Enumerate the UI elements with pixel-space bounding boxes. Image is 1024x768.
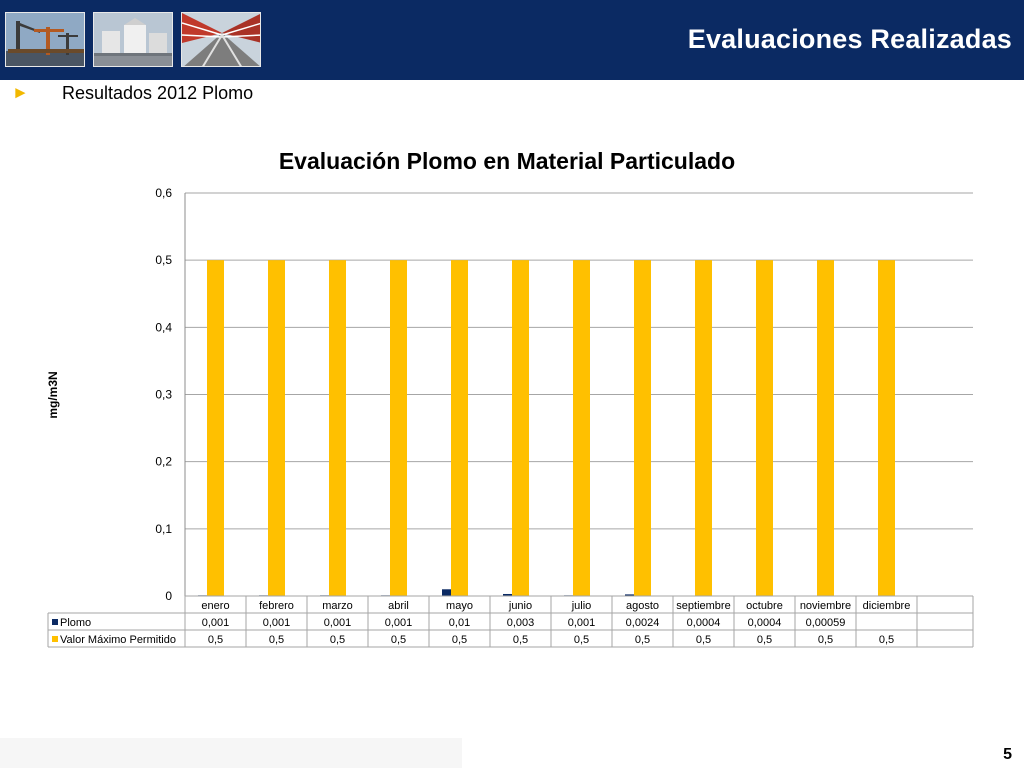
data-label: 0,5 <box>391 634 406 646</box>
data-label: 0,5 <box>330 634 345 646</box>
footer-band <box>0 738 462 768</box>
data-label: 0,001 <box>324 617 352 629</box>
data-label: 0,001 <box>263 617 291 629</box>
conveyor-walkway-photo <box>181 12 261 67</box>
data-label: 0,5 <box>757 634 772 646</box>
y-tick-label: 0,6 <box>155 186 172 200</box>
y-tick-label: 0 <box>165 589 172 603</box>
data-label: 0,5 <box>635 634 650 646</box>
y-tick-label: 0,3 <box>155 388 172 402</box>
bar-plomo <box>442 589 459 596</box>
data-label: 0,001 <box>568 617 596 629</box>
x-tick-label: marzo <box>322 600 353 612</box>
legend-entry: Plomo <box>60 617 91 629</box>
data-label: 0,5 <box>208 634 223 646</box>
data-label: 0,5 <box>696 634 711 646</box>
data-label: 0,00059 <box>806 617 846 629</box>
data-label: 0,5 <box>513 634 528 646</box>
data-label: 0,001 <box>202 617 230 629</box>
chart-title: Evaluación Plomo en Material Particulado <box>278 148 736 174</box>
x-tick-label: febrero <box>259 600 294 612</box>
bar-valor-maximo <box>329 260 346 596</box>
x-tick-label: diciembre <box>863 600 911 612</box>
x-tick-label: octubre <box>746 600 783 612</box>
data-label: 0,5 <box>452 634 467 646</box>
x-tick-label: septiembre <box>676 600 730 612</box>
x-tick-label: julio <box>571 600 592 612</box>
x-tick-label: abril <box>388 600 409 612</box>
page-number: 5 <box>1003 746 1012 763</box>
legend-swatch <box>52 636 58 642</box>
data-label: 0,001 <box>385 617 413 629</box>
bar-valor-maximo <box>207 260 224 596</box>
bar-valor-maximo <box>451 260 468 596</box>
data-label: 0,0024 <box>626 617 660 629</box>
bar-valor-maximo <box>817 260 834 596</box>
x-tick-label: junio <box>508 600 532 612</box>
x-tick-label: agosto <box>626 600 659 612</box>
y-tick-label: 0,5 <box>155 253 172 267</box>
x-tick-label: mayo <box>446 600 473 612</box>
page-title: Evaluaciones Realizadas <box>687 24 1012 54</box>
bullet-text: Resultados 2012 Plomo <box>62 83 254 103</box>
bar-valor-maximo <box>634 260 651 596</box>
bar-valor-maximo <box>512 260 529 596</box>
y-tick-label: 0,2 <box>155 455 172 469</box>
y-axis-label: mg/m3N <box>46 371 60 418</box>
bullet-arrow-icon: ► <box>12 83 29 102</box>
data-label: 0,5 <box>879 634 894 646</box>
bar-valor-maximo <box>695 260 712 596</box>
bar-valor-maximo <box>390 260 407 596</box>
data-label: 0,003 <box>507 617 535 629</box>
x-tick-label: noviembre <box>800 600 851 612</box>
bar-valor-maximo <box>573 260 590 596</box>
y-tick-label: 0,1 <box>155 522 172 536</box>
port-cranes-photo <box>5 12 85 67</box>
data-label: 0,5 <box>574 634 589 646</box>
legend-swatch <box>52 619 58 625</box>
data-label: 0,0004 <box>687 617 721 629</box>
data-label: 0,5 <box>269 634 284 646</box>
bar-plomo <box>625 594 642 596</box>
bar-valor-maximo <box>878 260 895 596</box>
y-tick-label: 0,4 <box>155 320 172 334</box>
data-label: 0,0004 <box>748 617 782 629</box>
industrial-silos-photo <box>93 12 173 67</box>
bar-plomo <box>503 593 520 596</box>
header-bar: Evaluaciones Realizadas <box>0 0 1024 80</box>
bar-valor-maximo <box>268 260 285 596</box>
data-label: 0,01 <box>449 617 470 629</box>
data-label: 0,5 <box>818 634 833 646</box>
legend-entry: Valor Máximo Permitido <box>60 634 176 646</box>
x-tick-label: enero <box>201 600 229 612</box>
bar-valor-maximo <box>756 260 773 596</box>
